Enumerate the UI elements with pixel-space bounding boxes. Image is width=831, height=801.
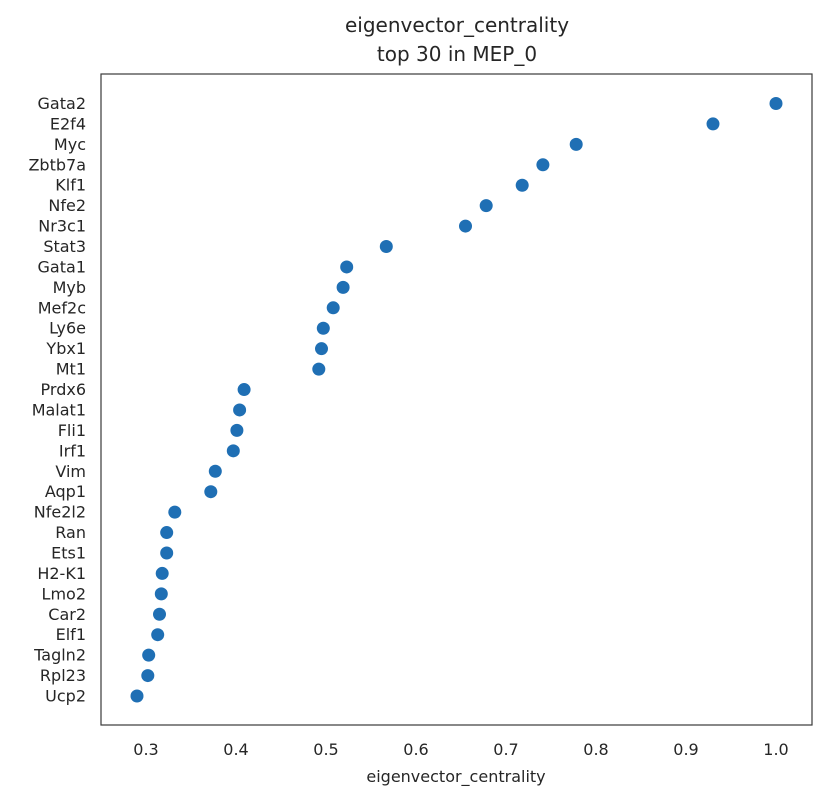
y-tick-label: Ets1 [51,543,86,562]
data-point [536,158,550,172]
y-tick-label: Tagln2 [33,646,86,665]
data-point [237,383,251,397]
y-tick-label: Aqp1 [45,482,86,501]
y-tick-label: Mt1 [56,360,86,379]
y-tick-label: Gata2 [38,94,86,113]
y-tick-label: Myb [53,278,86,297]
y-tick-label: Vim [55,462,86,481]
y-tick-label: Mef2c [38,298,86,317]
data-point [155,566,169,580]
y-tick-label: Elf1 [56,625,86,644]
x-tick-label: 0.9 [673,740,698,759]
data-point [706,117,720,131]
data-point [379,240,393,254]
data-point [515,178,529,192]
data-point [142,648,156,662]
chart-title: eigenvector_centrality [345,13,569,37]
y-tick-label: Rpl23 [40,666,86,685]
y-tick-label: Ucp2 [45,687,86,706]
data-point [154,587,168,601]
data-point [208,464,222,478]
data-point [226,444,240,458]
data-point [340,260,354,274]
x-tick-label: 0.6 [403,740,428,759]
data-point [479,199,493,213]
x-tick-label: 0.5 [313,740,338,759]
chart-subtitle: top 30 in MEP_0 [377,42,537,66]
y-tick-label: Myc [54,135,86,154]
data-point [230,423,244,437]
y-tick-label: H2-K1 [37,564,86,583]
plot-frame [100,73,813,726]
y-tick-label: Ybx1 [45,339,86,358]
y-tick-label: E2f4 [50,114,86,133]
data-point [769,97,783,110]
data-point [204,485,218,499]
y-tick-label: Nfe2l2 [34,503,86,522]
y-tick-label: Stat3 [43,237,86,256]
y-tick-label: Ly6e [49,319,86,338]
y-tick-label: Ran [55,523,86,542]
y-tick-label: Lmo2 [42,584,86,603]
data-point [141,669,155,683]
data-point [569,137,583,151]
y-tick-label: Zbtb7a [28,155,86,174]
y-tick-label: Malat1 [32,400,86,419]
data-point [151,628,165,642]
y-tick-label: Prdx6 [41,380,86,399]
data-point [160,526,174,540]
x-axis-label: eigenvector_centrality [366,767,545,787]
data-points [130,97,783,703]
data-point [160,546,174,560]
x-tick-label: 1.0 [763,740,788,759]
y-tick-label: Car2 [48,605,86,624]
data-point [459,219,472,233]
x-tick-label: 0.4 [223,740,248,759]
x-tick-labels: 0.3 0.4 0.5 0.6 0.7 0.8 0.9 1.0 [133,740,788,759]
y-tick-label: Klf1 [55,176,86,195]
data-point [168,505,182,519]
x-tick-label: 0.7 [493,740,518,759]
x-tick-label: 0.8 [583,740,608,759]
data-point [312,362,326,376]
y-tick-label: Fli1 [58,421,86,440]
data-point [315,342,328,356]
data-point [336,280,350,294]
y-tick-label: Irf1 [59,441,86,460]
y-tick-label: Nr3c1 [38,217,86,236]
y-tick-label: Gata1 [38,257,86,276]
data-point [326,301,340,315]
y-tick-label: Nfe2 [48,196,86,215]
data-point [316,321,330,335]
x-tick-label: 0.3 [133,740,158,759]
data-point [153,607,166,621]
data-point [130,689,144,703]
data-point [233,403,247,417]
